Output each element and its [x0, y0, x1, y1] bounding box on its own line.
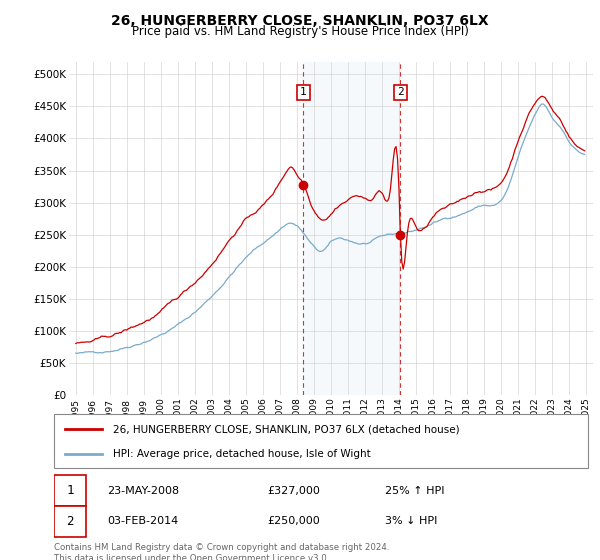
Text: Contains HM Land Registry data © Crown copyright and database right 2024.
This d: Contains HM Land Registry data © Crown c… [54, 543, 389, 560]
Text: 3% ↓ HPI: 3% ↓ HPI [385, 516, 437, 526]
FancyBboxPatch shape [54, 414, 588, 468]
Text: £327,000: £327,000 [268, 486, 320, 496]
Text: 2: 2 [397, 87, 404, 97]
Text: 1: 1 [300, 87, 307, 97]
Text: 03-FEB-2014: 03-FEB-2014 [107, 516, 179, 526]
FancyBboxPatch shape [54, 506, 86, 537]
Text: 26, HUNGERBERRY CLOSE, SHANKLIN, PO37 6LX: 26, HUNGERBERRY CLOSE, SHANKLIN, PO37 6L… [111, 14, 489, 28]
Text: 1: 1 [66, 484, 74, 497]
Text: £250,000: £250,000 [268, 516, 320, 526]
Text: 23-MAY-2008: 23-MAY-2008 [107, 486, 179, 496]
Text: Price paid vs. HM Land Registry's House Price Index (HPI): Price paid vs. HM Land Registry's House … [131, 25, 469, 38]
Text: 2: 2 [66, 515, 74, 528]
FancyBboxPatch shape [54, 475, 86, 506]
Bar [304, 62, 400, 395]
Text: HPI: Average price, detached house, Isle of Wight: HPI: Average price, detached house, Isle… [113, 449, 370, 459]
Text: 25% ↑ HPI: 25% ↑ HPI [385, 486, 445, 496]
Text: 26, HUNGERBERRY CLOSE, SHANKLIN, PO37 6LX (detached house): 26, HUNGERBERRY CLOSE, SHANKLIN, PO37 6L… [113, 424, 460, 435]
